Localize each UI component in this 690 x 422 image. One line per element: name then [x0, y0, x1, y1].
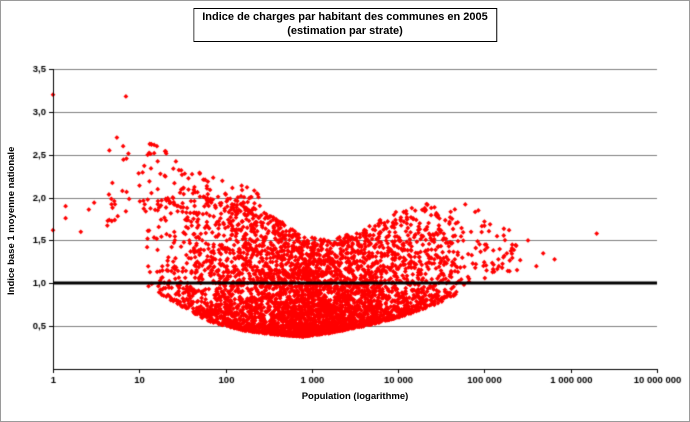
x-axis-title: Population (logarithme) — [301, 391, 409, 402]
y-axis-title: Indice base 1 moyenne nationale — [6, 146, 17, 296]
chart-title: Indice de charges par habitant des commu… — [193, 8, 497, 42]
chart-title-line2: (estimation par strate) — [287, 24, 403, 37]
chart-title-line1: Indice de charges par habitant des commu… — [202, 11, 488, 23]
